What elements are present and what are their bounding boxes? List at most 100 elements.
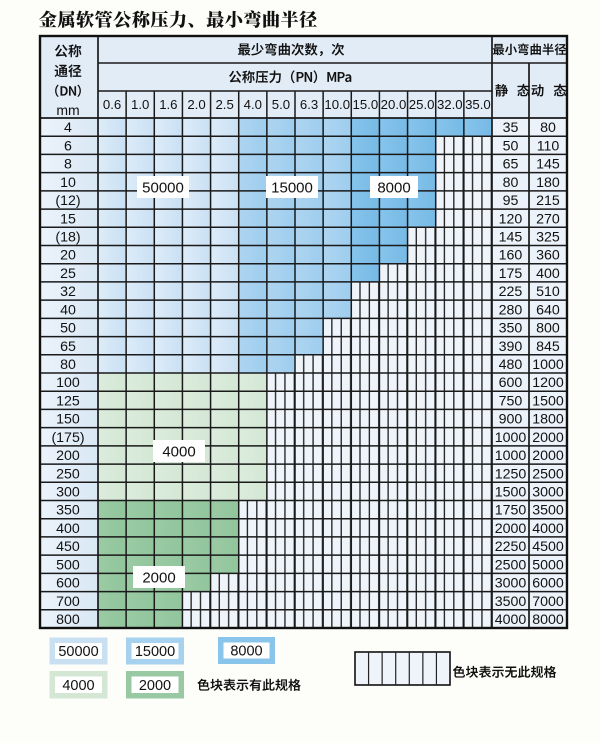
svg-text:mm: mm [56, 102, 79, 118]
svg-text:2.0: 2.0 [187, 97, 205, 112]
svg-text:125: 125 [56, 393, 80, 409]
svg-text:390: 390 [499, 339, 523, 355]
svg-text:1000: 1000 [532, 357, 564, 373]
svg-text:900: 900 [499, 412, 523, 428]
svg-text:95: 95 [503, 193, 519, 209]
svg-text:2500: 2500 [532, 466, 564, 482]
svg-text:32: 32 [60, 284, 76, 300]
svg-text:35: 35 [503, 120, 519, 136]
svg-text:25: 25 [60, 266, 76, 282]
svg-text:270: 270 [536, 211, 560, 227]
svg-text:3000: 3000 [495, 576, 527, 592]
svg-text:600: 600 [499, 375, 523, 391]
svg-text:(12): (12) [55, 193, 80, 209]
svg-text:80: 80 [60, 357, 76, 373]
svg-text:80: 80 [540, 120, 556, 136]
svg-text:480: 480 [499, 357, 523, 373]
svg-text:1.6: 1.6 [159, 97, 177, 112]
svg-text:400: 400 [536, 266, 560, 282]
svg-text:2000: 2000 [139, 678, 171, 694]
svg-text:225: 225 [499, 284, 523, 300]
svg-text:5.0: 5.0 [272, 97, 290, 112]
svg-text:145: 145 [536, 157, 560, 173]
svg-text:1750: 1750 [495, 503, 527, 519]
svg-text:1500: 1500 [532, 393, 564, 409]
svg-text:700: 700 [56, 594, 80, 610]
svg-text:4000: 4000 [162, 443, 195, 460]
svg-text:15000: 15000 [135, 644, 175, 660]
svg-text:500: 500 [56, 557, 80, 573]
svg-text:35.0: 35.0 [465, 97, 491, 112]
svg-text:350: 350 [56, 503, 80, 519]
svg-text:6.3: 6.3 [300, 97, 318, 112]
svg-text:750: 750 [499, 393, 523, 409]
svg-text:32.0: 32.0 [437, 97, 463, 112]
svg-text:325: 325 [536, 229, 560, 245]
svg-text:50: 50 [503, 138, 519, 154]
svg-text:250: 250 [56, 466, 80, 482]
svg-text:2000: 2000 [142, 569, 175, 586]
svg-text:180: 180 [536, 175, 560, 191]
svg-text:2000: 2000 [532, 430, 564, 446]
svg-text:15.0: 15.0 [353, 97, 379, 112]
svg-text:2250: 2250 [495, 539, 527, 555]
svg-text:110: 110 [537, 138, 560, 154]
svg-text:1800: 1800 [532, 412, 564, 428]
svg-text:1.0: 1.0 [131, 97, 149, 112]
svg-text:280: 280 [499, 302, 523, 318]
svg-text:8000: 8000 [532, 612, 564, 628]
svg-text:6: 6 [64, 138, 72, 154]
svg-text:10: 10 [60, 175, 76, 191]
svg-text:(175): (175) [51, 430, 84, 446]
svg-text:350: 350 [499, 321, 523, 337]
svg-text:65: 65 [60, 339, 76, 355]
svg-text:200: 200 [56, 448, 80, 464]
svg-text:6000: 6000 [532, 576, 564, 592]
svg-text:845: 845 [536, 339, 560, 355]
svg-text:1200: 1200 [532, 375, 564, 391]
svg-text:4.0: 4.0 [244, 97, 262, 112]
svg-text:1000: 1000 [495, 448, 527, 464]
svg-text:2000: 2000 [532, 448, 564, 464]
svg-text:50000: 50000 [58, 644, 98, 660]
svg-text:25.0: 25.0 [409, 97, 435, 112]
svg-text:4: 4 [64, 120, 72, 136]
svg-text:600: 600 [56, 576, 80, 592]
svg-text:5000: 5000 [532, 557, 564, 573]
svg-text:1250: 1250 [495, 466, 527, 482]
svg-text:4000: 4000 [532, 521, 564, 537]
svg-text:120: 120 [499, 211, 523, 227]
svg-text:15000: 15000 [271, 179, 313, 196]
svg-text:80: 80 [503, 175, 519, 191]
svg-text:100: 100 [56, 375, 80, 391]
svg-text:40: 40 [60, 302, 76, 318]
svg-text:800: 800 [536, 321, 560, 337]
svg-text:160: 160 [499, 248, 523, 264]
svg-text:640: 640 [536, 302, 560, 318]
svg-text:20: 20 [60, 248, 76, 264]
svg-text:1500: 1500 [495, 484, 527, 500]
svg-text:800: 800 [56, 612, 80, 628]
svg-text:215: 215 [536, 193, 560, 209]
svg-text:510: 510 [536, 284, 560, 300]
svg-text:145: 145 [499, 229, 523, 245]
svg-text:2500: 2500 [495, 557, 527, 573]
svg-text:8000: 8000 [377, 179, 410, 196]
svg-text:400: 400 [56, 521, 80, 537]
svg-text:15: 15 [60, 211, 76, 227]
svg-text:2.5: 2.5 [215, 97, 233, 112]
svg-text:50000: 50000 [142, 179, 184, 196]
svg-text:0.6: 0.6 [103, 97, 121, 112]
svg-text:8000: 8000 [230, 644, 262, 660]
svg-text:450: 450 [56, 539, 80, 555]
svg-text:7000: 7000 [532, 594, 564, 610]
svg-text:4500: 4500 [532, 539, 564, 555]
svg-text:1000: 1000 [495, 430, 527, 446]
svg-text:2000: 2000 [495, 521, 527, 537]
svg-text:65: 65 [503, 157, 519, 173]
svg-text:175: 175 [499, 266, 523, 282]
svg-text:360: 360 [536, 248, 560, 264]
svg-text:50: 50 [60, 321, 76, 337]
svg-text:(18): (18) [55, 229, 80, 245]
svg-text:8: 8 [64, 157, 72, 173]
